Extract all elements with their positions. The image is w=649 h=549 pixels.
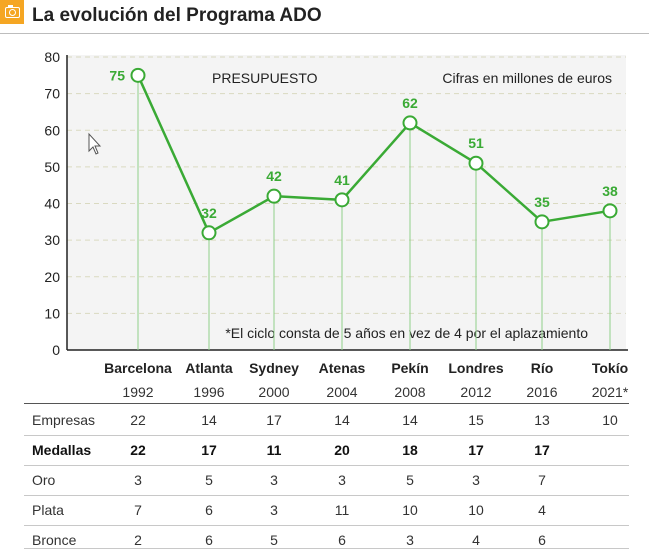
table-cell: 4	[472, 532, 480, 548]
data-point	[534, 214, 550, 230]
table-cell: 4	[538, 502, 546, 518]
row-label: Empresas	[32, 412, 96, 428]
table-cell: 5	[406, 472, 414, 488]
data-point	[402, 115, 418, 131]
table-cell: 2	[134, 532, 142, 548]
table-cell: 13	[534, 412, 550, 428]
table-row: Oro 3 5 3 3 5 3 7	[24, 465, 629, 496]
x-category-label: Londres	[448, 360, 503, 376]
x-year-label: 2012	[460, 384, 491, 400]
table-cell: 22	[130, 442, 146, 458]
table-cell: 17	[266, 412, 282, 428]
table-cell: 18	[402, 442, 418, 458]
x-category-label: Pekín	[391, 360, 428, 376]
table-cell: 10	[402, 502, 418, 518]
y-tick-label: 0	[52, 342, 60, 358]
table-row: Empresas 22 14 17 14 14 15 13 10	[24, 405, 629, 436]
x-category-label: Tokío	[592, 360, 628, 376]
table-cell: 3	[472, 472, 480, 488]
y-tick-label: 40	[44, 196, 60, 212]
data-label: 35	[534, 194, 550, 210]
mouse-cursor-icon	[88, 132, 102, 155]
row-label: Medallas	[32, 442, 92, 458]
table-cell: 17	[201, 442, 217, 458]
units-label: Cifras en millones de euros	[442, 70, 612, 86]
data-label: 32	[201, 205, 217, 221]
table-cell: 3	[338, 472, 346, 488]
table-cell: 17	[468, 442, 484, 458]
x-year-label: 2016	[526, 384, 557, 400]
data-point	[130, 67, 146, 83]
x-year-label: 2004	[326, 384, 357, 400]
table-cell: 6	[338, 532, 346, 548]
table-cell: 11	[266, 442, 282, 458]
table-cell: 3	[270, 502, 278, 518]
table-cell: 3	[134, 472, 142, 488]
x-year-label: 2021*	[592, 384, 629, 400]
table-cell: 15	[468, 412, 484, 428]
data-point	[334, 192, 350, 208]
y-tick-label: 20	[44, 269, 60, 285]
table-cell: 3	[270, 472, 278, 488]
row-label: Bronce	[32, 532, 77, 548]
x-year-label: 2008	[394, 384, 425, 400]
x-category-label: Sydney	[249, 360, 299, 376]
footnote: *El ciclo consta de 5 años en vez de 4 p…	[225, 325, 588, 341]
y-tick-label: 10	[44, 305, 60, 321]
table-row: Plata 7 6 3 11 10 10 4	[24, 495, 629, 526]
data-label: 75	[109, 67, 125, 83]
table-cell: 10	[468, 502, 484, 518]
data-point	[602, 203, 618, 219]
y-tick-label: 60	[44, 122, 60, 138]
table-cell: 22	[130, 412, 146, 428]
table-cell: 7	[538, 472, 546, 488]
table-cell: 7	[134, 502, 142, 518]
data-point	[468, 155, 484, 171]
series-line	[136, 74, 611, 235]
table-cell: 11	[334, 502, 350, 518]
data-label: 38	[602, 183, 618, 199]
y-tick-label: 30	[44, 232, 60, 248]
data-label: 62	[402, 95, 418, 111]
table-cell: 14	[201, 412, 217, 428]
table-cell: 3	[406, 532, 414, 548]
x-year-label: 2000	[258, 384, 289, 400]
data-point	[266, 188, 282, 204]
y-tick-label: 50	[44, 159, 60, 175]
data-label: 42	[266, 168, 282, 184]
table-cell: 20	[334, 442, 350, 458]
table-cell: 14	[334, 412, 350, 428]
y-tick-label: 80	[44, 49, 60, 65]
camera-icon	[0, 0, 24, 24]
table-cell: 10	[602, 412, 618, 428]
table-row: Medallas 22 17 11 20 18 17 17	[24, 435, 629, 466]
x-category-label: Barcelona	[104, 360, 172, 376]
budget-line-chart: 0 10 20 30 40 50 60 70 80 PRESUPUESTO Cifras en mi…	[44, 49, 629, 400]
table-cell: 6	[205, 502, 213, 518]
header: La evolución del Programa ADO	[0, 0, 649, 34]
table-cell: 6	[205, 532, 213, 548]
x-category-label: Río	[531, 360, 554, 376]
row-label: Plata	[32, 502, 64, 518]
data-label: 51	[468, 135, 484, 151]
budget-label: PRESUPUESTO	[212, 70, 318, 86]
table-cell: 5	[270, 532, 278, 548]
x-category-label: Atlanta	[185, 360, 233, 376]
page-title: La evolución del Programa ADO	[32, 5, 322, 26]
years-divider	[24, 403, 629, 404]
table-cell: 17	[534, 442, 550, 458]
x-year-label: 1996	[193, 384, 224, 400]
table-cell: 14	[402, 412, 418, 428]
y-tick-label: 70	[44, 86, 60, 102]
row-label: Oro	[32, 472, 56, 488]
table-cell: 5	[205, 472, 213, 488]
data-point	[201, 225, 217, 241]
table-row: Bronce 2 6 5 6 3 4 6	[24, 525, 629, 549]
table-cell: 6	[538, 532, 546, 548]
x-category-label: Atenas	[319, 360, 366, 376]
x-year-label: 1992	[122, 384, 153, 400]
data-label: 41	[334, 172, 350, 188]
